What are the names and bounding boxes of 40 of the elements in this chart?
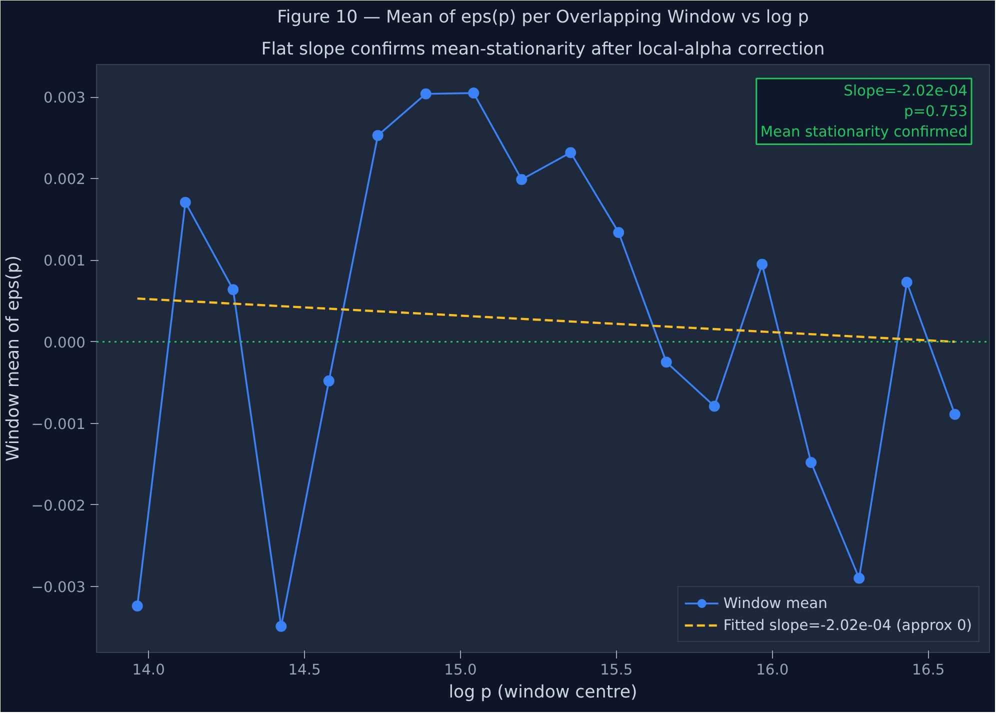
point (180, 196, 191, 208)
point (323, 375, 334, 386)
y-tick-label: 0.000 (44, 334, 86, 352)
x-tick-label: 14.0 (132, 662, 165, 678)
y-tick-label: 0.003 (44, 90, 86, 107)
y-tick-label: −0.002 (31, 497, 86, 514)
point (806, 456, 817, 468)
annotation: p=0.753 (904, 102, 968, 120)
y-tick-label: −0.001 (31, 416, 86, 433)
point (468, 88, 480, 99)
x-tick-label: 15.5 (600, 662, 633, 678)
x-tick-label: 16.5 (912, 662, 945, 678)
annotation: Mean stationarity confirmed (760, 123, 968, 140)
point (228, 284, 239, 296)
point (949, 408, 960, 420)
annotation: Slope=-2.02e-04 (844, 82, 968, 100)
point (132, 600, 143, 612)
chart-title: Figure 10 — Mean of eps(p) per Overlapping Window vs log p (277, 8, 809, 28)
legend-label: Window mean (723, 594, 828, 612)
chart-subtitle: Flat slope confirms mean-stationarity after local-alpha correction (261, 40, 825, 60)
x-tick-label: 16.0 (756, 662, 789, 678)
y-tick-label: −0.003 (31, 578, 86, 596)
x-axis-title: log p (window centre) (448, 682, 638, 702)
point (901, 276, 912, 288)
point (708, 400, 720, 412)
point (756, 258, 768, 270)
point (276, 620, 287, 632)
x-tick-label: 15.0 (444, 662, 477, 678)
legend-label: Fitted slope=-2.02e-04 (approx 0) (723, 616, 972, 634)
point (516, 174, 528, 185)
point (660, 356, 672, 368)
point (613, 227, 624, 238)
x-tick-label: 14.5 (288, 662, 321, 678)
y-tick-label: 0.002 (44, 171, 86, 188)
point (420, 88, 432, 100)
y-axis-title: Window mean of eps(p) (3, 256, 24, 462)
point (854, 572, 865, 584)
y-tick-label: 0.001 (44, 252, 86, 270)
point (565, 147, 576, 158)
point (372, 130, 384, 141)
